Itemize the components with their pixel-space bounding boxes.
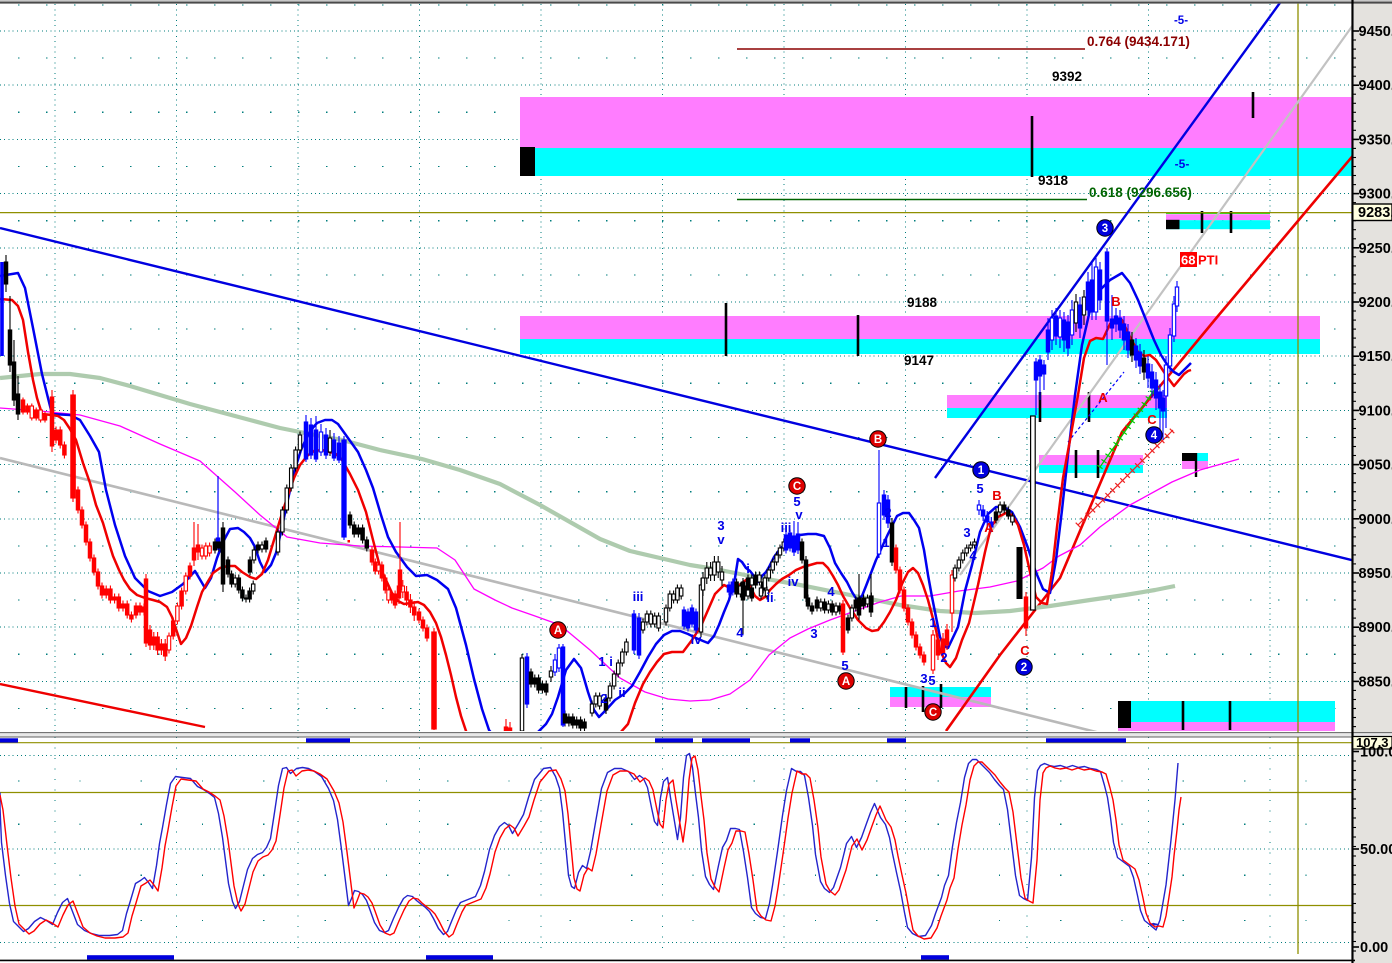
svg-text:1: 1 xyxy=(929,615,936,630)
svg-text:B: B xyxy=(874,434,882,446)
svg-text:A: A xyxy=(1098,390,1108,405)
svg-text:A: A xyxy=(554,625,562,637)
svg-text:9300.: 9300. xyxy=(1359,187,1392,203)
svg-text:B: B xyxy=(1111,294,1120,309)
svg-text:C: C xyxy=(1147,412,1157,427)
svg-text:3: 3 xyxy=(920,671,927,686)
svg-text:3: 3 xyxy=(810,626,817,641)
svg-text:9100.: 9100. xyxy=(1359,403,1392,419)
svg-text:68: 68 xyxy=(1181,253,1195,268)
svg-text:9050.: 9050. xyxy=(1359,458,1392,474)
svg-text:100.00: 100.00 xyxy=(1360,745,1392,761)
svg-text:9318: 9318 xyxy=(1038,173,1069,188)
svg-text:A: A xyxy=(842,676,850,688)
svg-text:4: 4 xyxy=(736,625,744,640)
svg-text:5: 5 xyxy=(793,494,800,509)
svg-text:2: 2 xyxy=(940,650,947,665)
svg-text:50.00: 50.00 xyxy=(1360,842,1392,858)
svg-text:1: 1 xyxy=(978,465,985,477)
svg-text:8950.: 8950. xyxy=(1359,566,1392,582)
svg-text:9392: 9392 xyxy=(1052,69,1082,84)
svg-text:8900.: 8900. xyxy=(1359,620,1392,636)
svg-text:B: B xyxy=(992,488,1001,503)
svg-text:i: i xyxy=(746,561,750,576)
svg-text:ii: ii xyxy=(766,590,773,605)
svg-text:9350.: 9350. xyxy=(1359,132,1392,148)
svg-text:9000.: 9000. xyxy=(1359,512,1392,528)
svg-text:iv: iv xyxy=(788,574,800,589)
svg-text:0.00: 0.00 xyxy=(1360,940,1388,956)
svg-text:ii: ii xyxy=(618,685,625,700)
svg-text:iii: iii xyxy=(781,520,792,535)
svg-text:4: 4 xyxy=(969,548,977,563)
svg-text:C: C xyxy=(1020,643,1030,658)
svg-text:1: 1 xyxy=(882,535,889,550)
svg-text:9150.: 9150. xyxy=(1359,349,1392,365)
svg-text:5: 5 xyxy=(928,673,935,688)
svg-text:2: 2 xyxy=(600,691,607,706)
svg-text:PTI: PTI xyxy=(1198,253,1218,268)
svg-text:9147: 9147 xyxy=(904,353,934,368)
svg-text:-5-: -5- xyxy=(1175,157,1190,171)
svg-text:0.764 (9434.171): 0.764 (9434.171) xyxy=(1087,34,1190,49)
svg-text:i: i xyxy=(609,654,613,669)
svg-text:C: C xyxy=(929,707,937,719)
svg-text:9450.: 9450. xyxy=(1359,24,1392,40)
svg-text:107.3: 107.3 xyxy=(1356,735,1389,750)
svg-text:v: v xyxy=(795,507,803,522)
svg-text:0.618 (9296.656): 0.618 (9296.656) xyxy=(1089,185,1192,200)
svg-text:3: 3 xyxy=(717,518,724,533)
svg-text:9188: 9188 xyxy=(907,295,938,310)
svg-text:v: v xyxy=(717,532,725,547)
svg-text:-5-: -5- xyxy=(1174,15,1188,27)
svg-text:8850.: 8850. xyxy=(1359,674,1392,690)
svg-text:5: 5 xyxy=(841,658,848,673)
svg-text:4: 4 xyxy=(827,584,835,599)
svg-text:1: 1 xyxy=(598,654,605,669)
svg-text:2: 2 xyxy=(884,505,891,520)
svg-text:3: 3 xyxy=(1102,223,1108,235)
svg-text:C: C xyxy=(793,481,801,493)
svg-text:2: 2 xyxy=(1021,662,1027,674)
svg-text:9200.: 9200. xyxy=(1359,295,1392,311)
svg-text:iv: iv xyxy=(691,632,703,647)
svg-text:iii: iii xyxy=(633,589,644,604)
svg-text:A: A xyxy=(984,520,994,535)
svg-text:5: 5 xyxy=(976,481,983,496)
svg-text:3: 3 xyxy=(963,525,970,540)
svg-text:9283.: 9283. xyxy=(1358,205,1392,221)
svg-text:4: 4 xyxy=(1151,430,1158,442)
svg-text:9250.: 9250. xyxy=(1359,241,1392,257)
svg-text:9400.: 9400. xyxy=(1359,78,1392,94)
